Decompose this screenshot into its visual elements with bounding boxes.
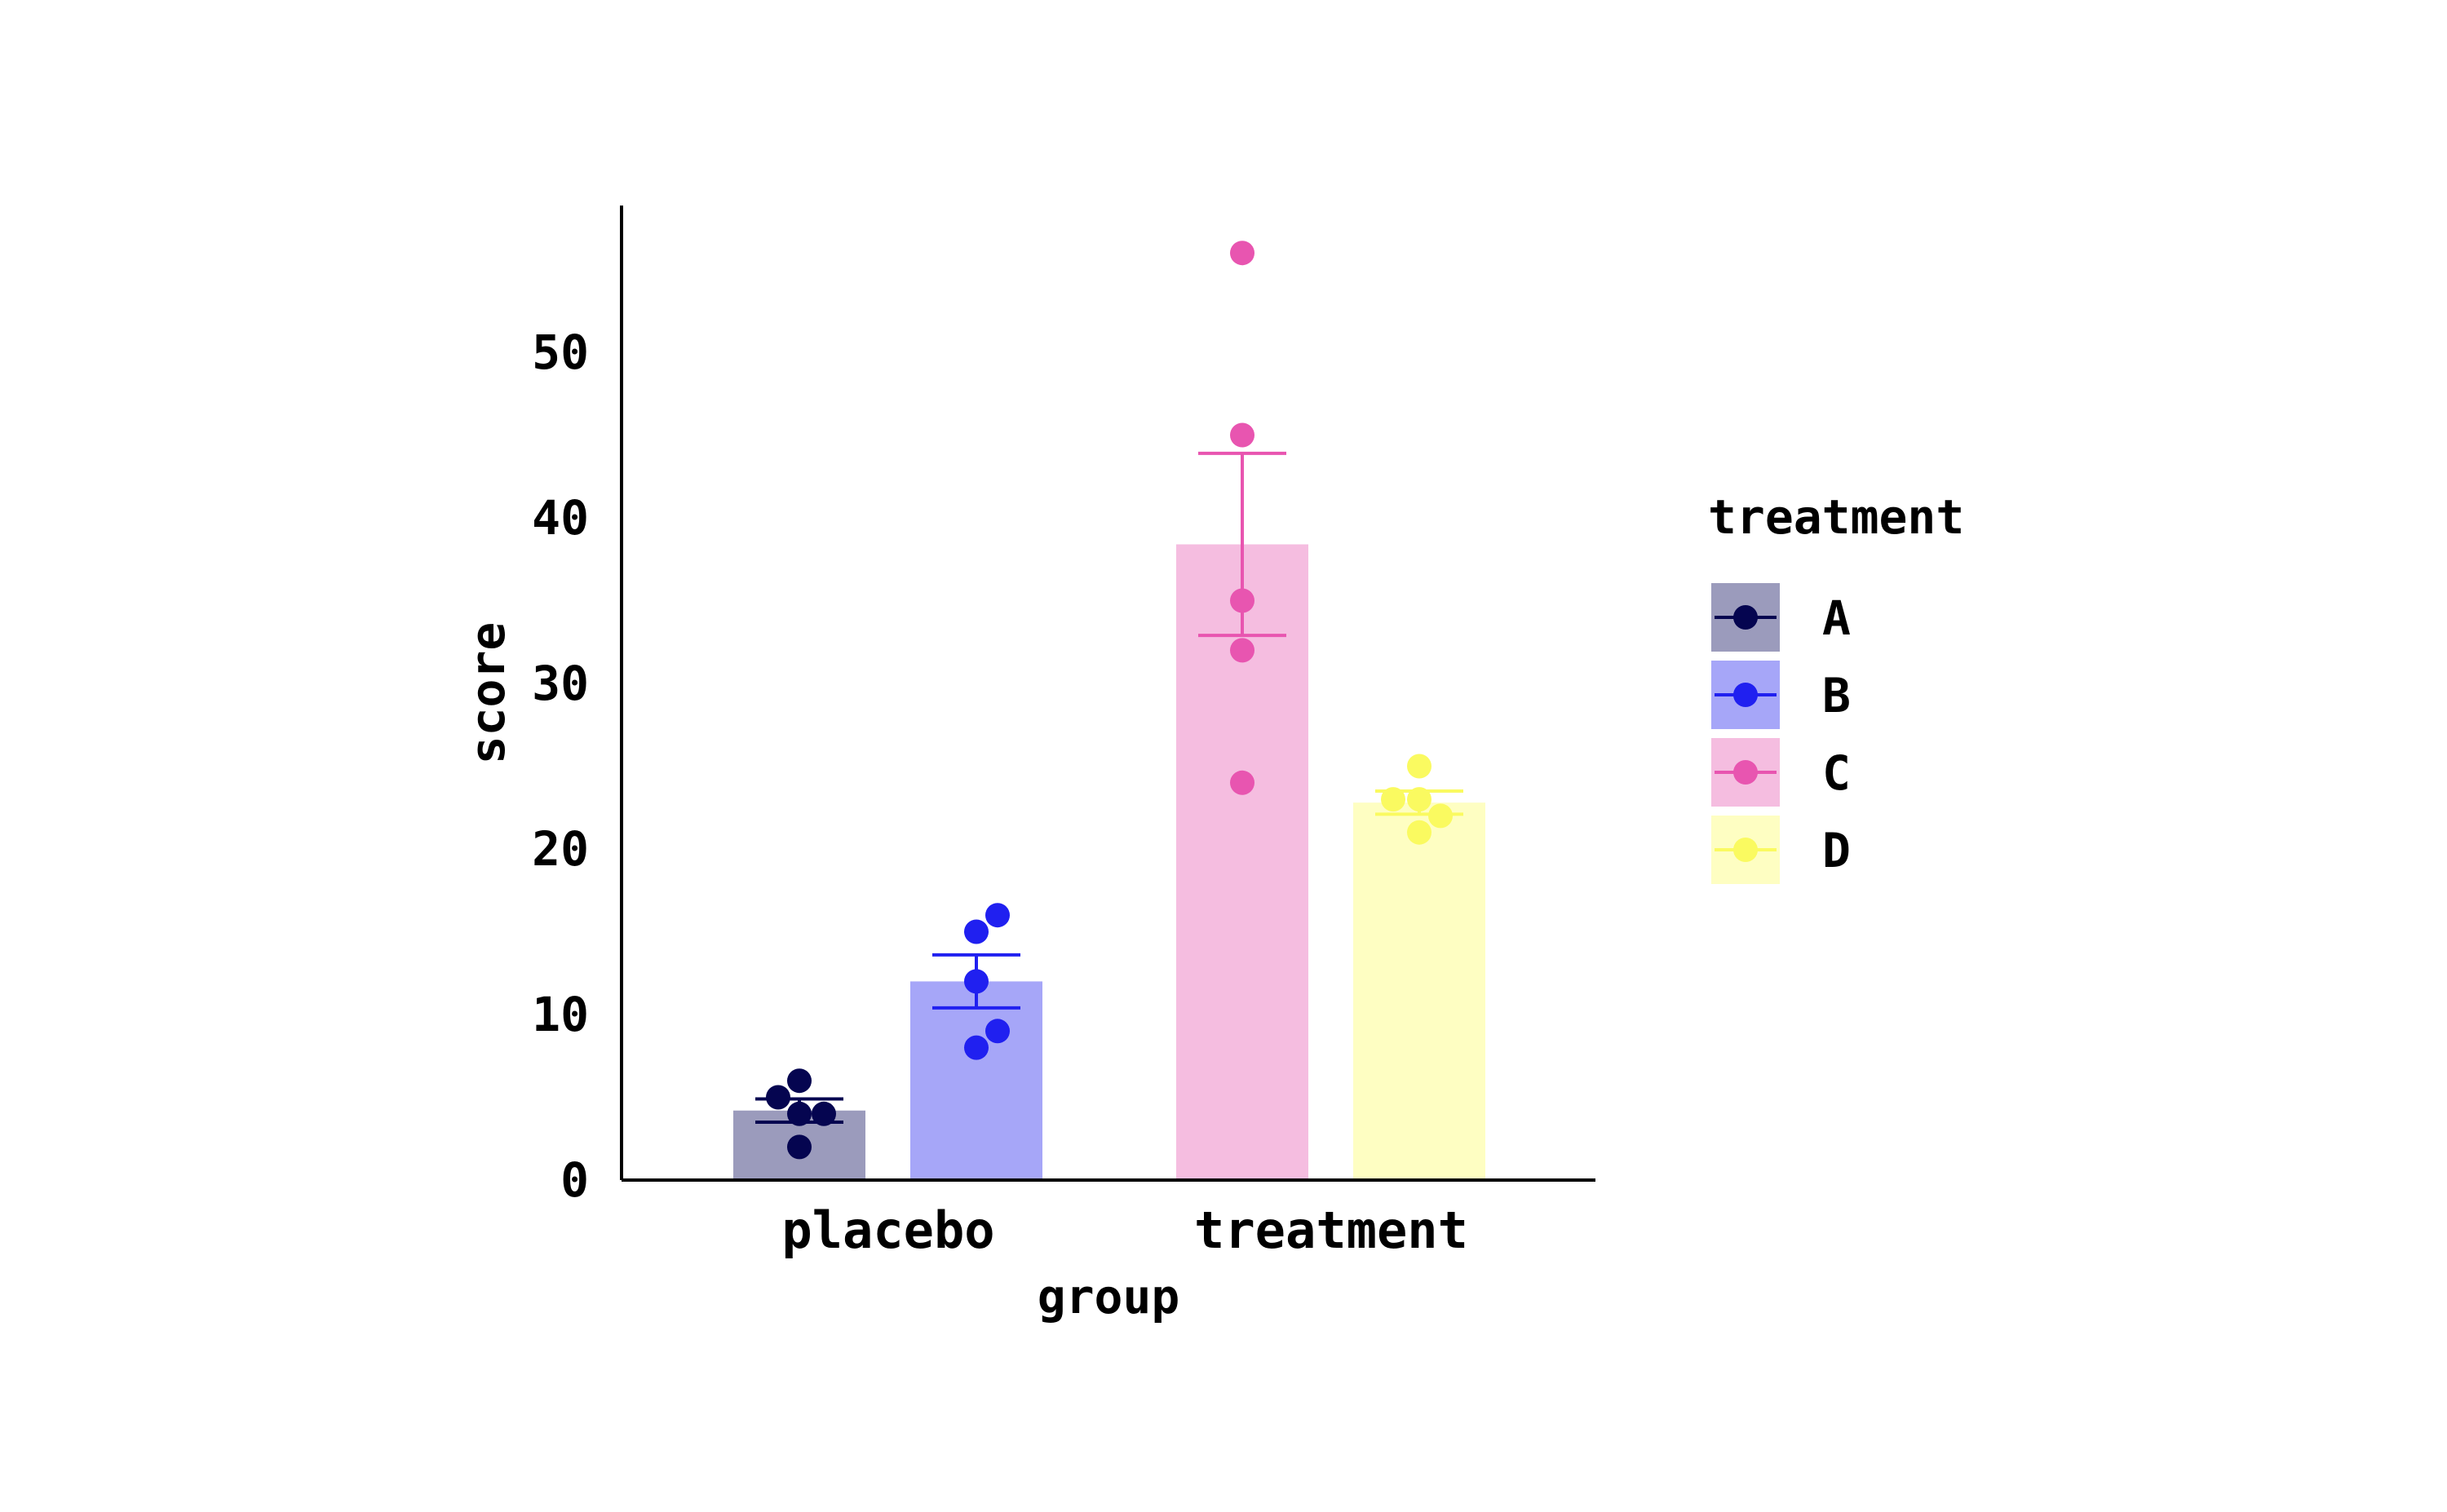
legend-label-A: A bbox=[1822, 590, 1851, 646]
legend-label-B: B bbox=[1822, 668, 1851, 723]
legend-label-C: C bbox=[1822, 745, 1851, 801]
y-tick-label-30: 30 bbox=[532, 656, 589, 711]
point-D-2 bbox=[1407, 754, 1431, 779]
legend-marker-B bbox=[1733, 683, 1758, 707]
bar-group-C bbox=[1176, 241, 1308, 1180]
legend-marker-A bbox=[1733, 605, 1758, 630]
point-D-1 bbox=[1381, 787, 1405, 812]
point-B-1 bbox=[964, 919, 989, 944]
x-axis-title: group bbox=[1038, 1269, 1180, 1324]
legend-item-D: D bbox=[1711, 816, 1851, 884]
legend-item-C: C bbox=[1711, 738, 1851, 807]
point-B-2 bbox=[985, 903, 1010, 928]
x-tick-label-treatment: treatment bbox=[1194, 1200, 1468, 1260]
legend-marker-C bbox=[1733, 760, 1758, 785]
point-B-3 bbox=[964, 969, 989, 994]
y-tick-label-0: 0 bbox=[560, 1152, 589, 1208]
bar-group-A bbox=[733, 1068, 865, 1180]
bar-B bbox=[910, 981, 1042, 1180]
y-axis-title: score bbox=[460, 622, 516, 765]
y-tick-label-50: 50 bbox=[532, 325, 589, 380]
bar-group-B bbox=[910, 903, 1042, 1180]
plot-area bbox=[733, 241, 1485, 1180]
bar-group-D bbox=[1353, 754, 1485, 1180]
y-tick-labels: 0 10 20 30 40 50 bbox=[532, 325, 589, 1208]
axes bbox=[620, 206, 1595, 1182]
point-C-4 bbox=[1230, 638, 1254, 663]
point-C-5 bbox=[1230, 770, 1254, 795]
point-A-3 bbox=[787, 1101, 812, 1126]
point-A-1 bbox=[766, 1085, 790, 1110]
point-D-5 bbox=[1407, 820, 1431, 845]
legend-marker-D bbox=[1733, 838, 1758, 862]
legend-title: treatment bbox=[1708, 489, 1964, 545]
point-A-4 bbox=[812, 1101, 836, 1126]
legend-item-A: A bbox=[1711, 583, 1851, 652]
point-A-5 bbox=[787, 1134, 812, 1160]
point-A-2 bbox=[787, 1068, 812, 1094]
x-tick-label-placebo: placebo bbox=[781, 1200, 994, 1260]
y-tick-label-40: 40 bbox=[532, 490, 589, 546]
point-C-1 bbox=[1230, 241, 1254, 266]
y-tick-label-10: 10 bbox=[532, 987, 589, 1042]
legend-item-B: B bbox=[1711, 661, 1851, 729]
x-tick-labels: placebo treatment bbox=[781, 1200, 1468, 1260]
y-tick-label-20: 20 bbox=[532, 821, 589, 877]
point-C-3 bbox=[1230, 588, 1254, 613]
point-B-5 bbox=[964, 1035, 989, 1060]
point-C-2 bbox=[1230, 422, 1254, 448]
point-D-3 bbox=[1407, 787, 1431, 812]
point-B-4 bbox=[985, 1019, 1010, 1044]
bar-D bbox=[1353, 802, 1485, 1180]
legend-label-D: D bbox=[1822, 823, 1851, 878]
point-D-4 bbox=[1428, 803, 1453, 829]
